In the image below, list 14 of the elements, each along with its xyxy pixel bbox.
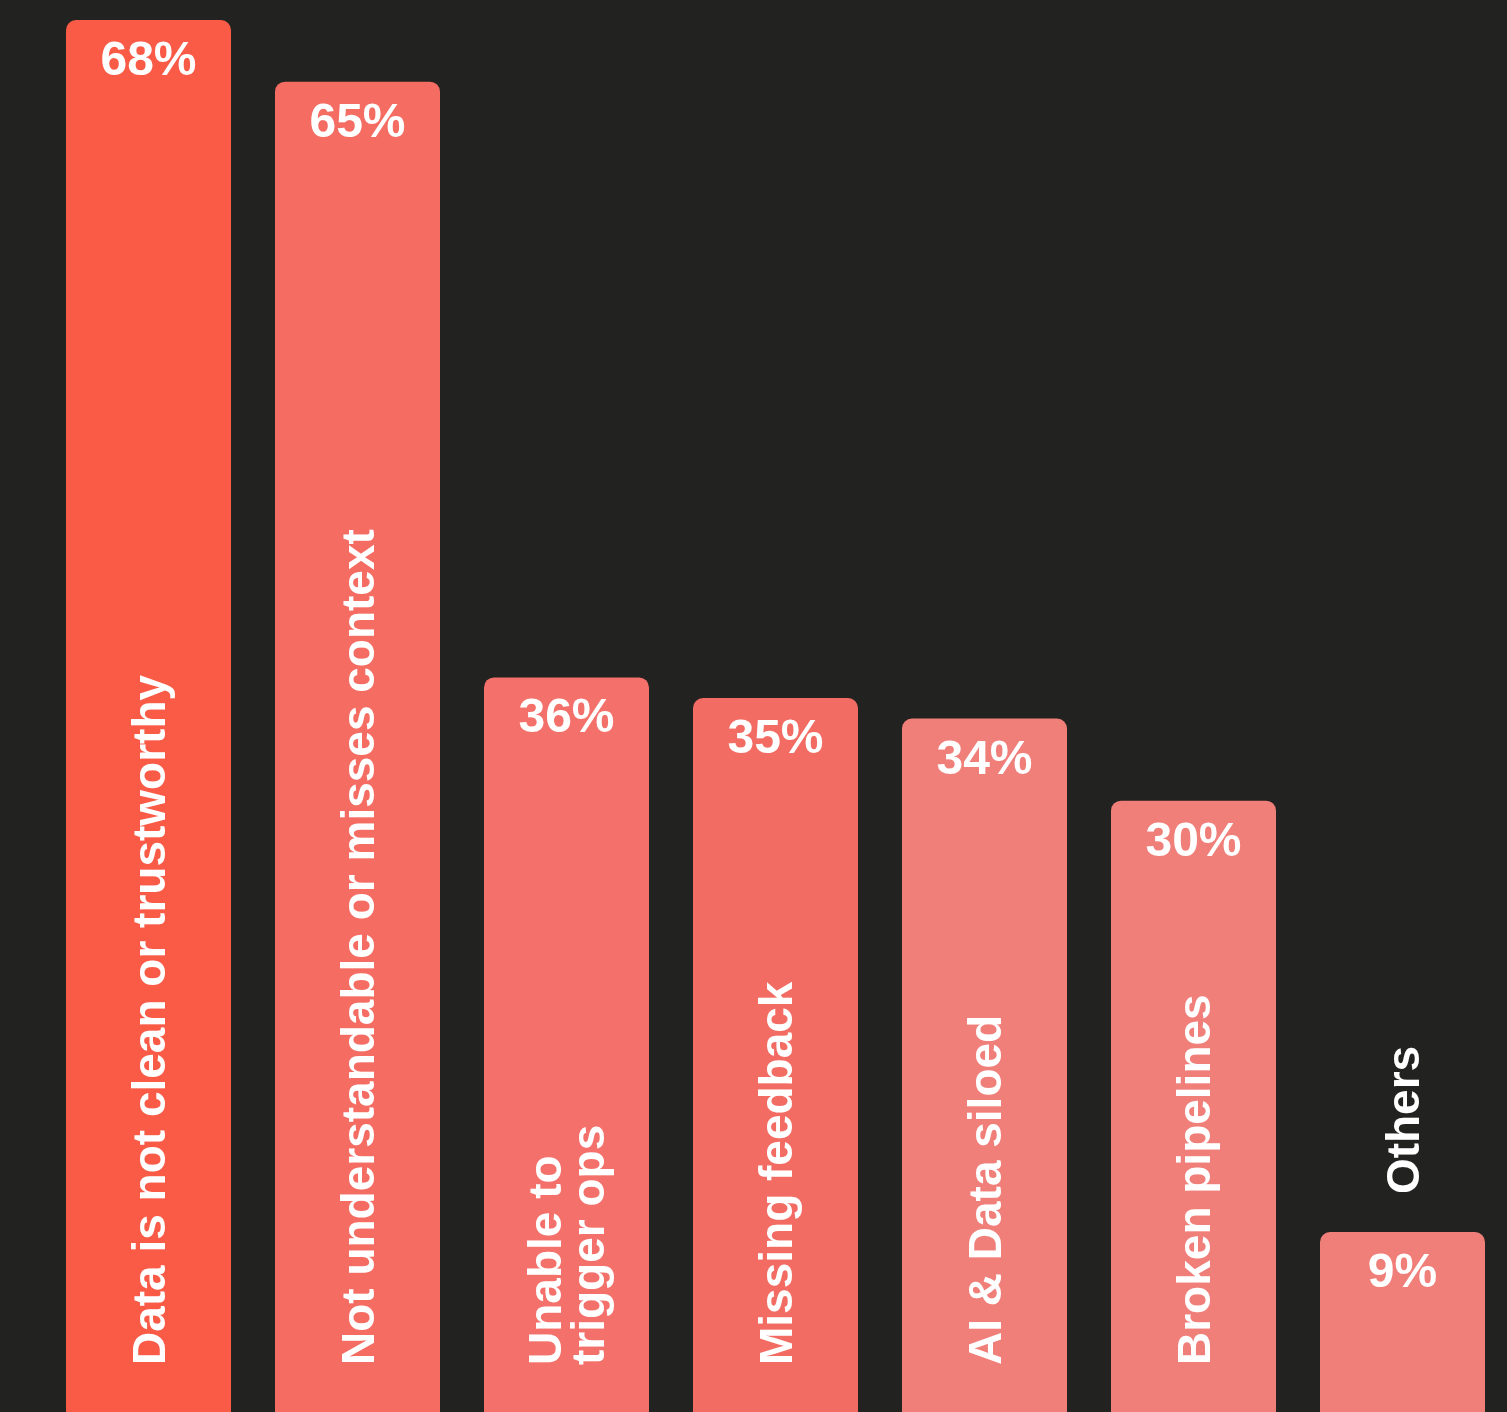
data-label: 9%	[1367, 1244, 1438, 1298]
x-tick-label: AI & Data siloed	[958, 1014, 1011, 1365]
data-label: 30%	[1145, 812, 1242, 866]
data-label: 35%	[727, 709, 824, 763]
x-tick-label: Unable to trigger ops	[519, 1124, 614, 1365]
x-tick-label: Broken pipelines	[1167, 994, 1220, 1365]
x-tick-label: Data is not clean or trustworthy	[122, 674, 175, 1365]
data-label: 68%	[100, 32, 197, 85]
data-label: 34%	[936, 730, 1033, 784]
x-tick-label: Others	[1376, 1045, 1429, 1195]
x-tick-label: Not understandable or misses context	[331, 529, 384, 1365]
data-label: 36%	[518, 689, 615, 743]
data-label: 65%	[309, 93, 406, 147]
x-tick-label: Missing feedback	[749, 981, 802, 1365]
